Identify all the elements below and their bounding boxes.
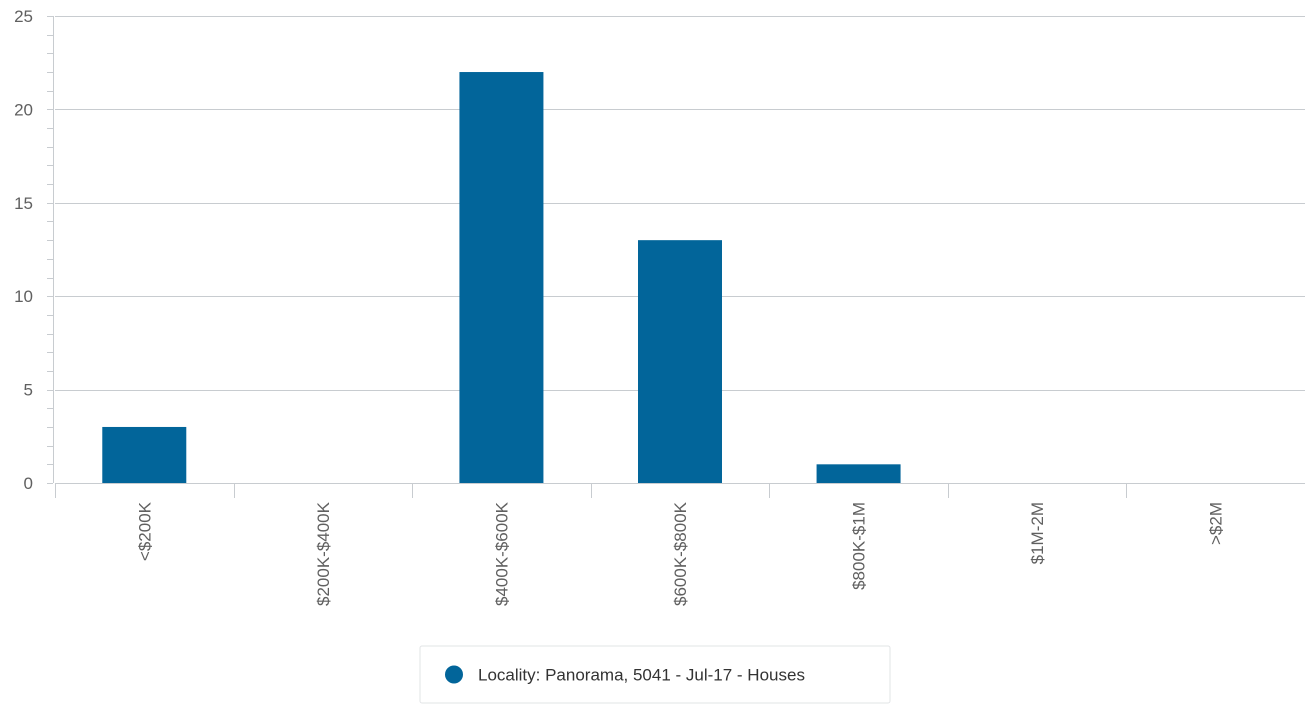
x-axis [55,483,1305,498]
bars [102,72,901,483]
y-tick-label: 20 [14,100,33,119]
y-tick-label: 25 [14,7,33,26]
x-tick-label: $1M-2M [1028,502,1047,564]
x-tick-label: $600K-$800K [671,501,690,606]
x-tick-label: $800K-$1M [850,502,869,590]
legend-series-label[interactable]: Locality: Panorama, 5041 - Jul-17 - Hous… [478,666,805,685]
x-tick-label: $400K-$600K [492,501,511,606]
y-tick-label: 5 [24,381,33,400]
bar-0[interactable] [102,426,187,483]
grid-lines [55,16,1305,391]
bar-3[interactable] [638,240,722,483]
bar-4[interactable] [816,464,901,483]
y-tick-label: 15 [14,194,33,213]
x-tick-label: >$2M [1207,502,1226,545]
x-tick-label: <$200K [135,501,154,561]
bar-2[interactable] [459,72,544,483]
y-tick-label: 0 [24,474,33,493]
y-tick-label: 10 [14,287,33,306]
x-tick-label: $200K-$400K [314,501,333,606]
y-axis-labels: 0 5 10 15 20 25 [14,7,54,493]
x-axis-labels: <$200K $200K-$400K $400K-$600K $600K-$800K $… [135,501,1225,606]
legend-series-marker[interactable] [445,665,463,684]
legend[interactable]: Locality: Panorama, 5041 - Jul-17 - Hous… [419,645,891,704]
legend-box [419,645,891,704]
